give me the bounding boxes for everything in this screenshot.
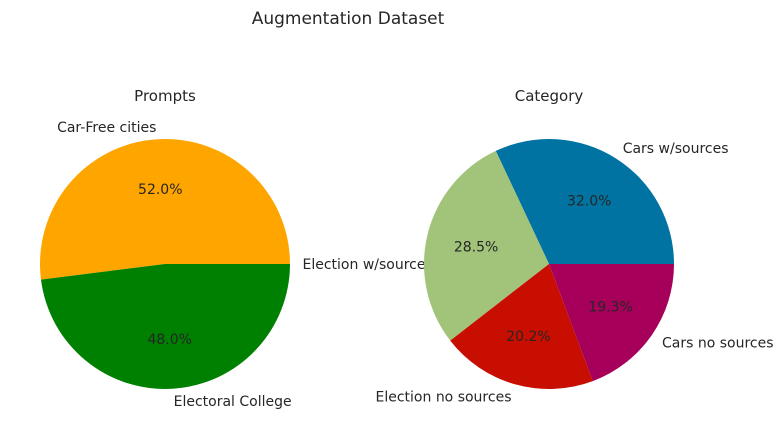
prompts-label-electoral-college: Electoral College xyxy=(174,394,292,410)
prompts-chart-title: Prompts xyxy=(134,87,196,105)
category-slice-election-w-sources xyxy=(424,150,549,341)
category-slices xyxy=(424,139,674,390)
prompts-labels: Election w/sources Car-Free cities 52.0% El… xyxy=(57,120,433,410)
prompts-slice-electoral-college xyxy=(40,264,290,389)
prompts-label-election-w-sources: Election w/sources xyxy=(303,257,433,273)
category-slice-election-no-sources xyxy=(450,264,593,390)
prompts-pie-chart: Prompts Election w/sources Car-Free citie… xyxy=(40,87,433,410)
category-pie-chart: Category Cars w/sources 32.0% 28.5% Electio… xyxy=(376,87,774,405)
category-label-cars-w-sources: Cars w/sources xyxy=(623,141,729,157)
prompts-slices xyxy=(40,138,290,389)
category-percent-election-w-sources: 28.5% xyxy=(454,240,498,256)
category-label-cars-no-sources: Cars no sources xyxy=(662,335,774,351)
category-slice-cars-w-sources xyxy=(495,139,674,264)
category-percent-election-no-sources: 20.2% xyxy=(506,329,550,345)
prompts-label-car-free-cities: Car-Free cities xyxy=(57,120,156,136)
category-labels: Cars w/sources 32.0% 28.5% Election no sour… xyxy=(376,141,774,405)
category-percent-cars-w-sources: 32.0% xyxy=(567,194,611,210)
category-chart-title: Category xyxy=(515,87,584,105)
figure-title: Augmentation Dataset xyxy=(252,9,445,29)
category-label-election-no-sources: Election no sources xyxy=(376,389,512,405)
prompts-percent-car-free-cities: 52.0% xyxy=(138,182,182,198)
category-percent-cars-no-sources: 19.3% xyxy=(588,300,632,316)
category-slice-cars-no-sources xyxy=(549,264,674,382)
prompts-slice-car-free-cities xyxy=(40,138,290,280)
prompts-percent-electoral-college: 48.0% xyxy=(147,332,191,348)
